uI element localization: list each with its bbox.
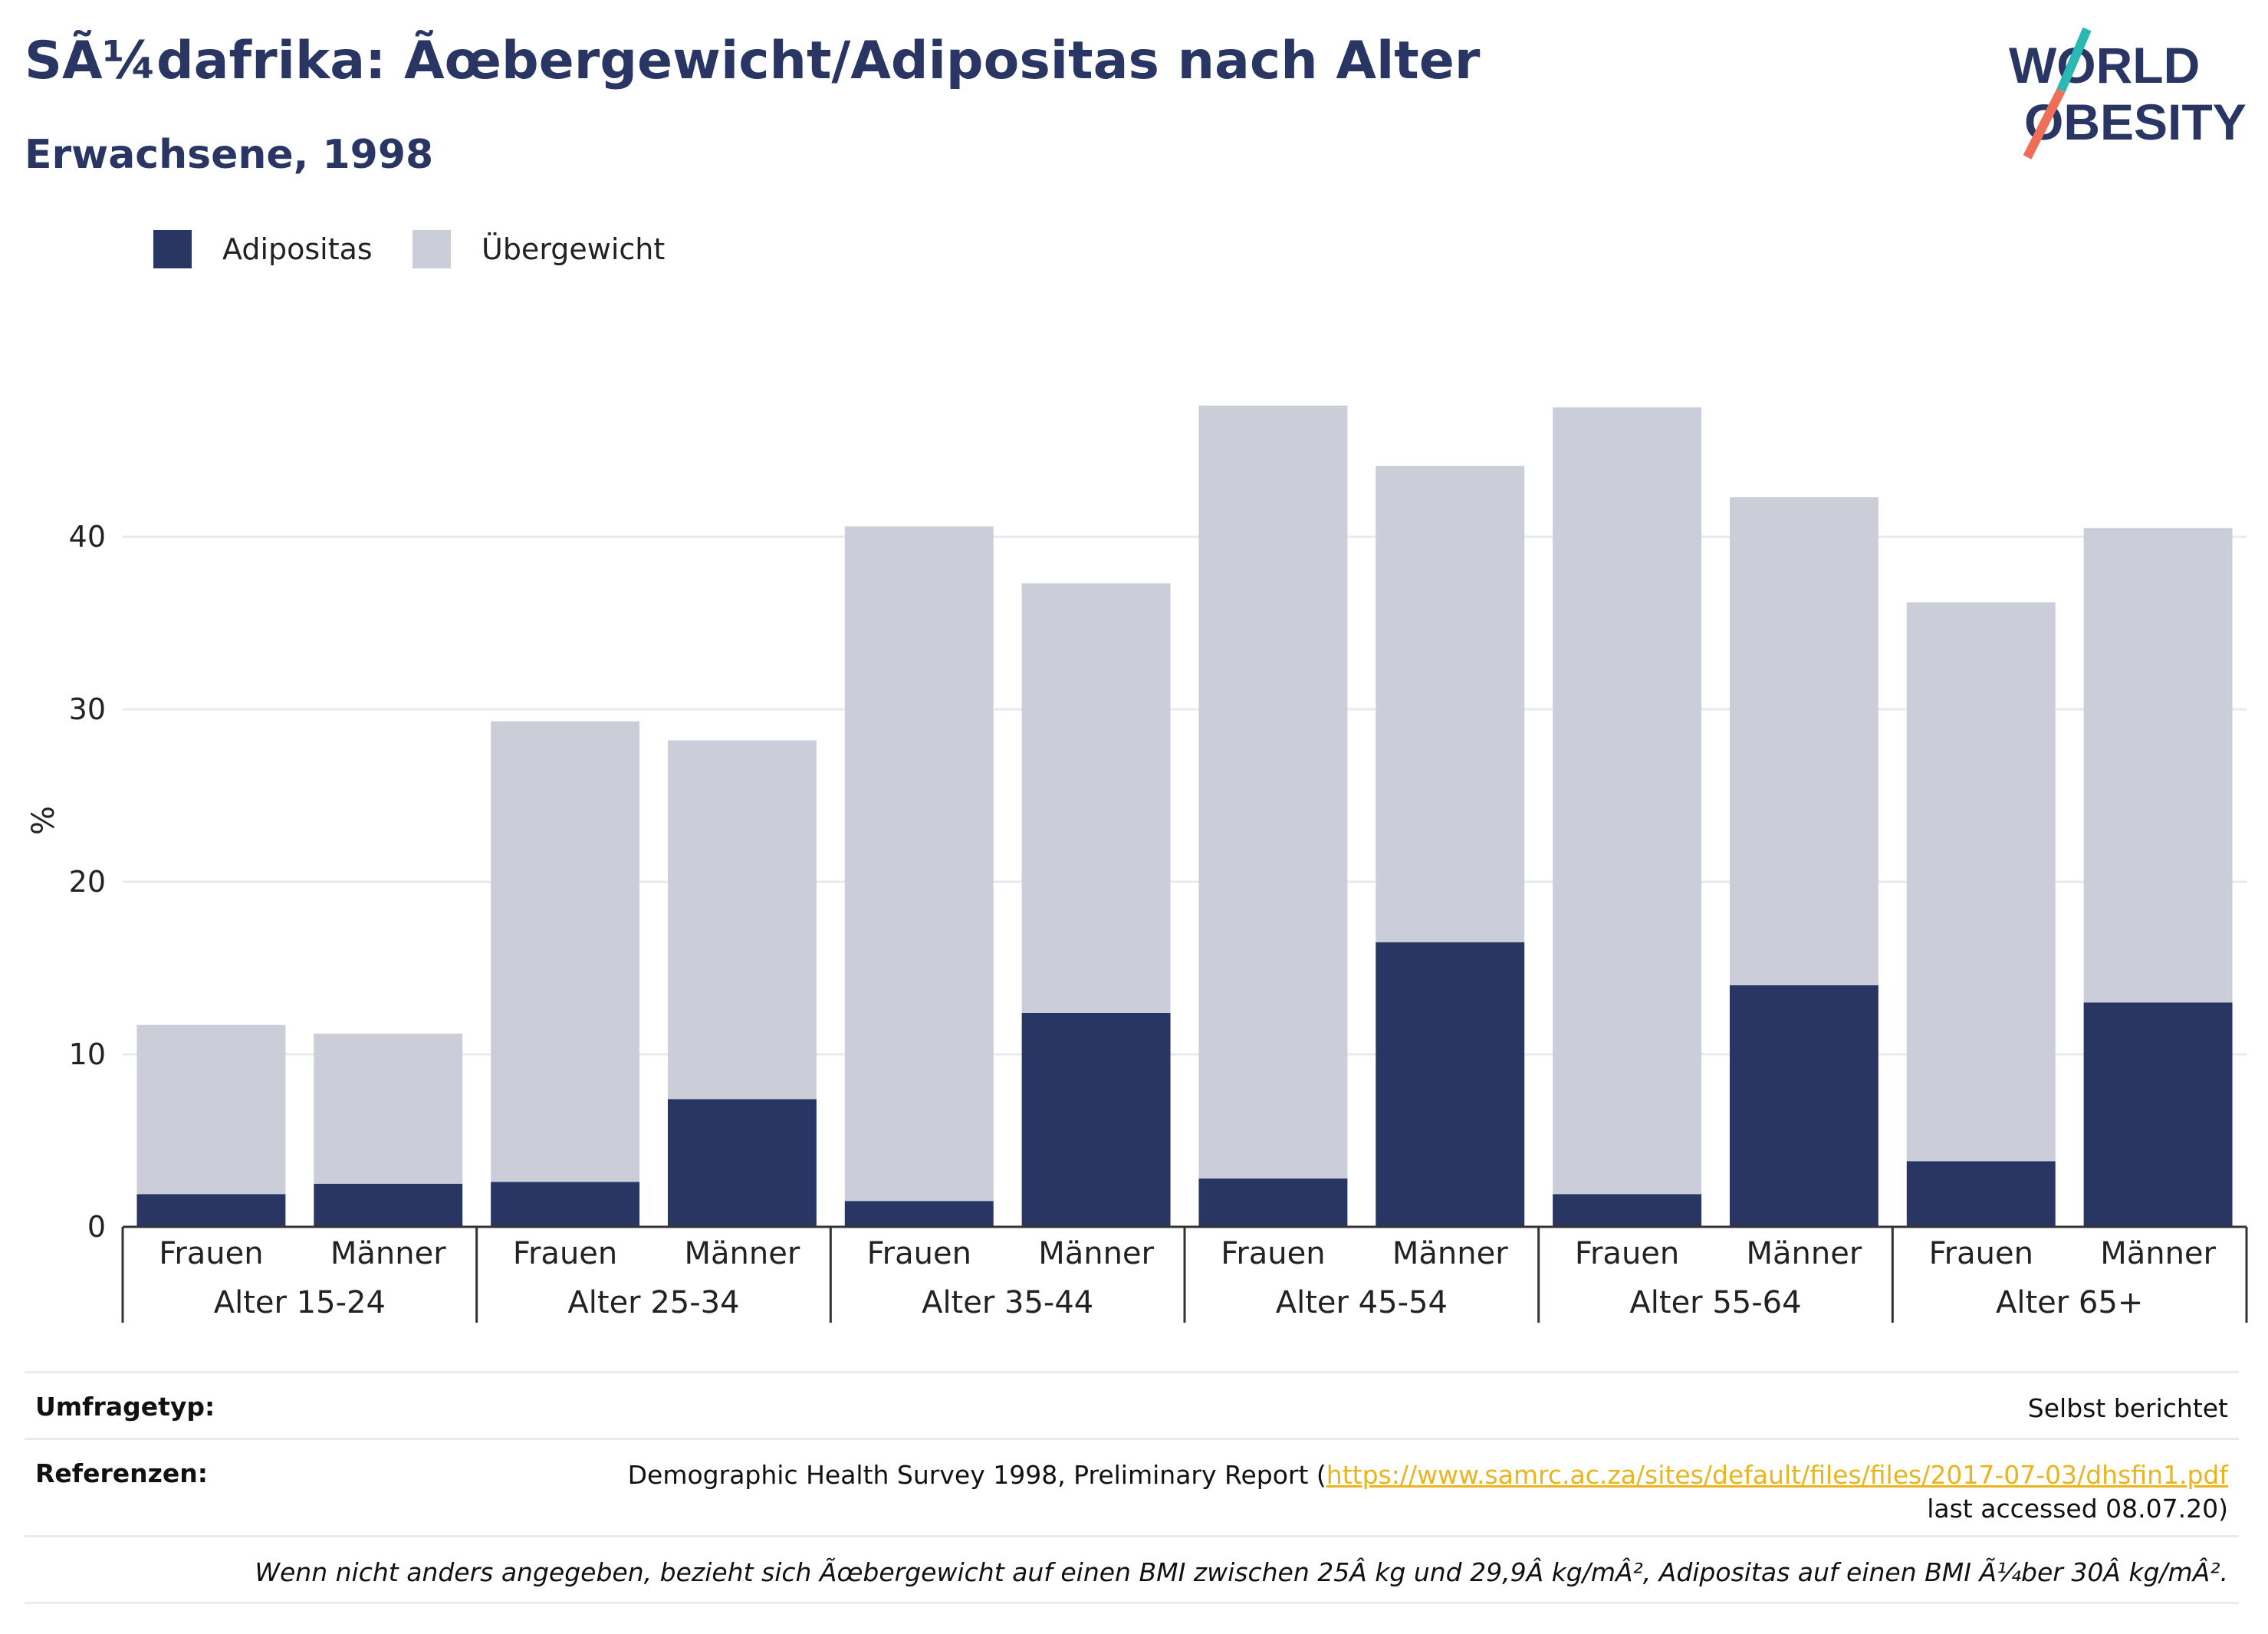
bar-adipositas — [136, 1194, 286, 1227]
bar-adipositas — [1376, 942, 1525, 1227]
bar-adipositas — [844, 1201, 994, 1227]
references-value: Demographic Health Survey 1998, Prelimin… — [580, 1458, 2228, 1526]
x-tick-label: Männer — [1392, 1236, 1508, 1271]
x-tick-label: Männer — [1747, 1236, 1862, 1271]
x-tick-label: Männer — [685, 1236, 800, 1271]
y-axis-label: % — [26, 806, 61, 835]
x-tick-label: Männer — [330, 1236, 446, 1271]
legend-item-uebergewicht[interactable]: Übergewicht — [413, 230, 665, 268]
bar-adipositas — [1198, 1179, 1348, 1227]
bar-uebergewicht — [1376, 465, 1525, 942]
x-tick-label: Frauen — [1221, 1236, 1325, 1271]
bar-uebergewicht — [1906, 602, 2056, 1162]
x-tick-label: Frauen — [1929, 1236, 2033, 1271]
logo-slash-teal — [2056, 27, 2092, 93]
y-tick-label: 0 — [87, 1210, 106, 1244]
page-title: SÃ¼dafrika: Ãœbergewicht/Adipositas nach… — [25, 31, 1481, 91]
bar-adipositas — [1021, 1013, 1171, 1227]
x-tick-label: Männer — [2100, 1236, 2216, 1271]
bar-uebergewicht — [1021, 583, 1171, 1013]
legend-label-uebergewicht: Übergewicht — [482, 232, 666, 266]
references-label: Referenzen: — [35, 1458, 208, 1488]
bar-uebergewicht — [2083, 528, 2233, 1003]
y-tick-label: 40 — [69, 520, 106, 554]
world-obesity-logo: WORLD OBESITY — [2009, 27, 2247, 159]
group-label: Alter 55-64 — [1629, 1285, 1801, 1320]
bar-adipositas — [314, 1183, 463, 1227]
bar-uebergewicht — [1198, 406, 1348, 1179]
bmi-definition-note: Wenn nicht anders angegeben, bezieht sic… — [255, 1557, 2228, 1587]
x-tick-label: Männer — [1038, 1236, 1154, 1271]
y-tick-label: 10 — [69, 1037, 106, 1071]
bar-uebergewicht — [1729, 497, 1878, 985]
y-tick-label: 20 — [69, 865, 106, 899]
bar-chart: 0 10 20 30 40% Frauen Männer Frauen Männer Frauen… — [26, 406, 2248, 1323]
footer-row-note: Wenn nicht anders angegeben, bezieht sic… — [25, 1535, 2239, 1604]
group-label: Alter 35-44 — [922, 1285, 1093, 1320]
references-text: Demographic Health Survey 1998, Prelimin… — [627, 1460, 1326, 1490]
bar-uebergewicht — [136, 1024, 286, 1195]
references-link[interactable]: https://www.samrc.ac.za/sites/default/fi… — [1326, 1460, 2228, 1490]
bar-uebergewicht — [844, 526, 994, 1202]
bar-adipositas — [491, 1182, 640, 1227]
y-tick-label: 30 — [69, 692, 106, 726]
group-label: Alter 65+ — [1996, 1285, 2143, 1320]
bar-adipositas — [667, 1099, 817, 1227]
x-tick-label: Frauen — [1575, 1236, 1679, 1271]
legend-swatch-uebergewicht — [413, 230, 451, 268]
bar-adipositas — [2083, 1002, 2233, 1227]
x-tick-label: Frauen — [159, 1236, 263, 1271]
chart-footer: Umfragetyp: Selbst berichtet Referenzen:… — [25, 1371, 2239, 1604]
x-tick-label: Frauen — [513, 1236, 617, 1271]
legend-label-adipositas: Adipositas — [222, 232, 373, 266]
bar-uebergewicht — [491, 721, 640, 1182]
legend-item-adipositas[interactable]: Adipositas — [153, 230, 373, 268]
group-label: Alter 25-34 — [567, 1285, 739, 1320]
group-label: Alter 45-54 — [1276, 1285, 1448, 1320]
legend-swatch-adipositas — [153, 230, 192, 268]
footer-row-references: Referenzen: Demographic Health Survey 19… — [25, 1438, 2239, 1535]
references-tail: last accessed 08.07.20) — [1927, 1494, 2228, 1524]
group-label: Alter 15-24 — [214, 1285, 386, 1320]
survey-type-value: Selbst berichtet — [2027, 1393, 2228, 1423]
bar-uebergewicht — [1553, 407, 1702, 1195]
footer-row-survey: Umfragetyp: Selbst berichtet — [25, 1371, 2239, 1438]
logo-slash-coral — [2023, 88, 2066, 159]
page-subtitle: Erwachsene, 1998 — [25, 132, 434, 178]
x-tick-label: Frauen — [867, 1236, 971, 1271]
logo-text-obesity: OBESITY — [2024, 94, 2247, 150]
bar-adipositas — [1729, 985, 1878, 1227]
survey-type-label: Umfragetyp: — [35, 1392, 215, 1422]
bar-adipositas — [1553, 1194, 1702, 1227]
bar-adipositas — [1906, 1161, 2056, 1227]
logo-text-world: WORLD — [2009, 37, 2200, 94]
bar-uebergewicht — [667, 740, 817, 1100]
bar-uebergewicht — [314, 1034, 463, 1184]
